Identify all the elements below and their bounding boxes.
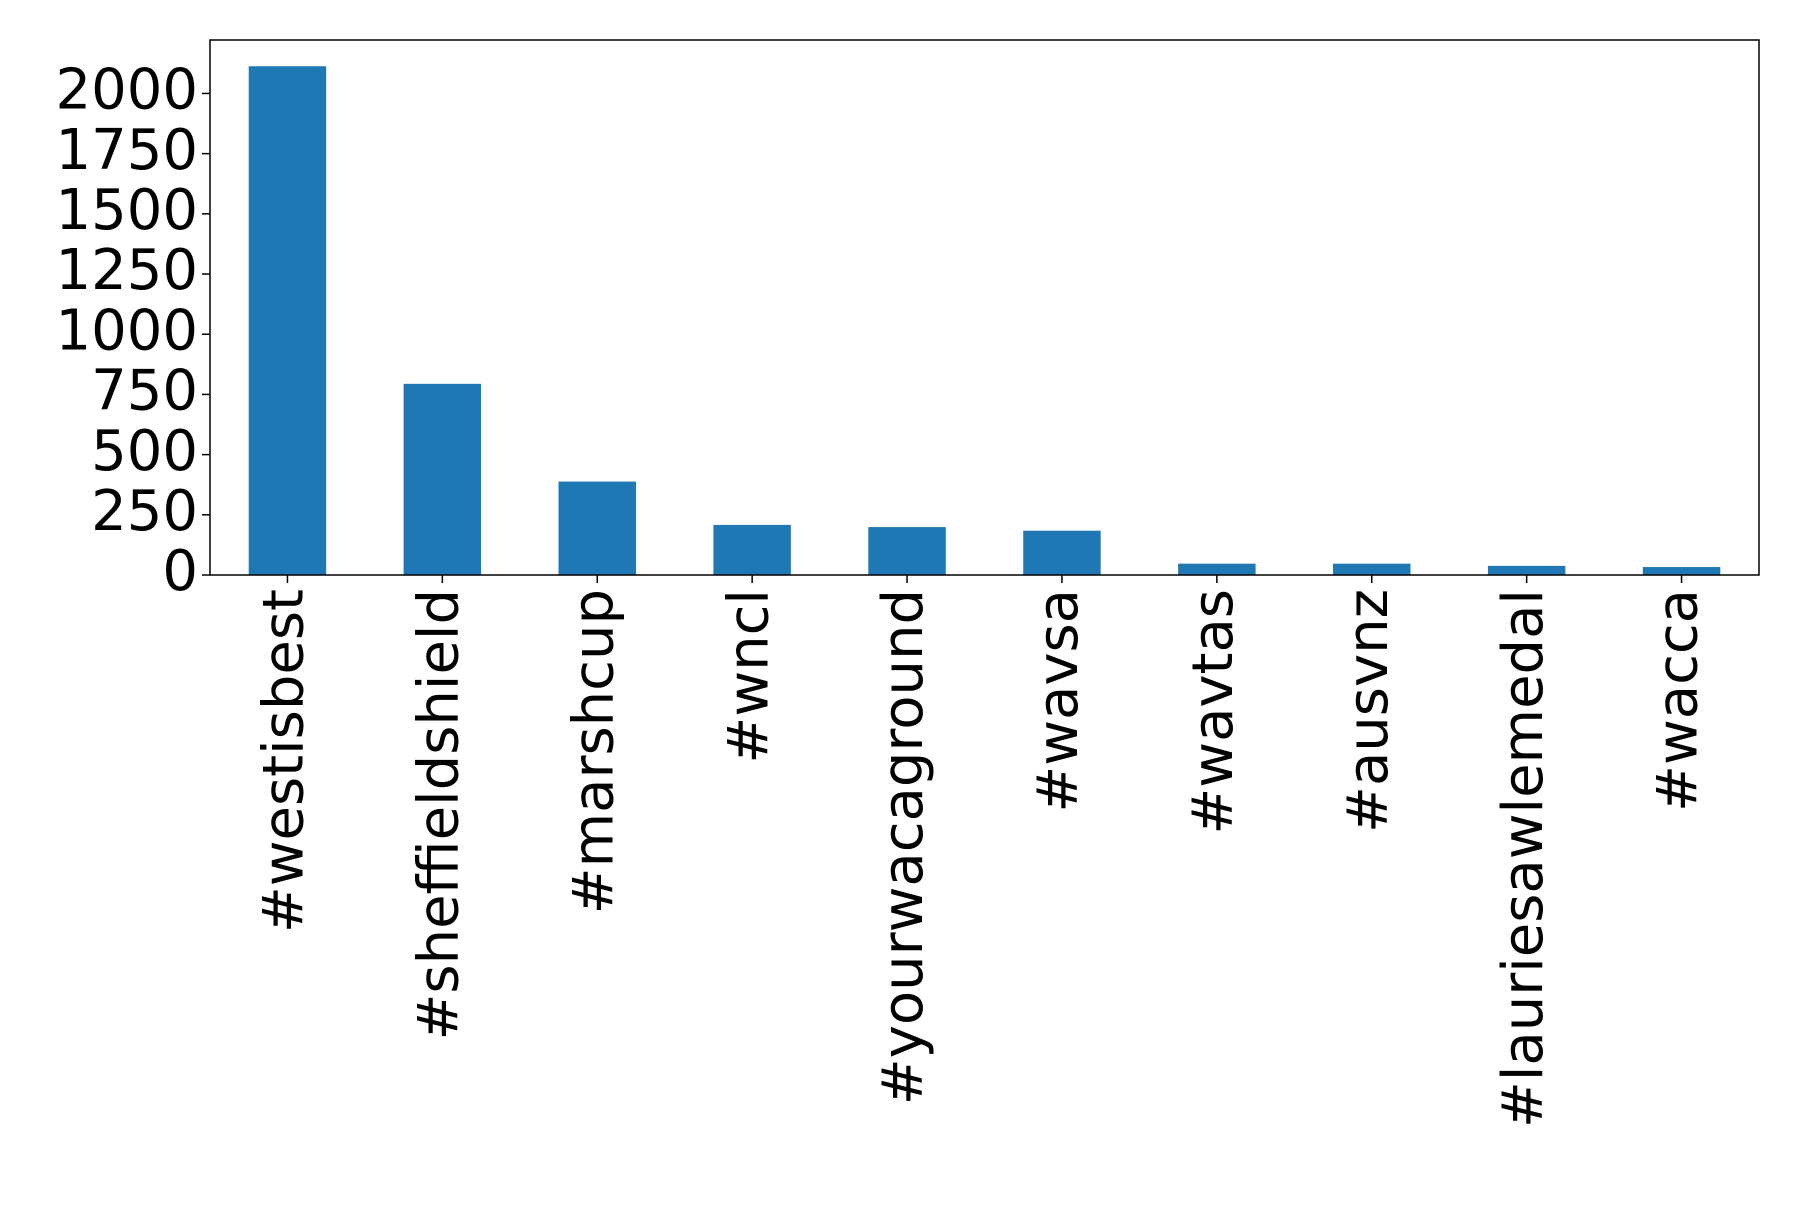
y-tick-label: 2000 <box>55 58 198 123</box>
y-tick-label: 500 <box>91 419 198 484</box>
y-tick-label: 0 <box>162 539 198 604</box>
x-tick-label: #wavtas <box>1181 589 1246 835</box>
x-tick-label: #wncl <box>716 589 781 764</box>
bar <box>558 481 636 575</box>
x-tick-label: #lauriesawlemedal <box>1491 589 1556 1128</box>
y-tick-label: 750 <box>91 359 198 424</box>
x-tick-label: #sheffieldshield <box>406 589 471 1041</box>
x-tick-label: #westisbest <box>252 589 317 933</box>
x-tick-label: #marshcup <box>561 589 626 914</box>
x-tick-label: #wavsa <box>1026 589 1091 813</box>
y-tick-label: 250 <box>91 479 198 544</box>
x-tick-label: #wacca <box>1646 589 1711 812</box>
y-tick-label: 1000 <box>55 298 198 363</box>
plot-frame <box>209 39 1760 576</box>
x-tick-label: #yourwacaground <box>871 589 936 1105</box>
bar <box>868 527 946 575</box>
bar <box>1333 563 1411 575</box>
bar <box>1642 567 1721 575</box>
x-tick-label: #ausvnz <box>1336 589 1401 833</box>
bar <box>248 66 327 575</box>
bar <box>403 383 482 575</box>
bar <box>1178 563 1256 575</box>
bar <box>1023 530 1101 575</box>
y-tick-label: 1250 <box>55 238 198 303</box>
y-tick-label: 1750 <box>55 118 198 183</box>
bar <box>1487 565 1566 575</box>
bar <box>713 524 791 575</box>
y-tick-label: 1500 <box>55 178 198 243</box>
